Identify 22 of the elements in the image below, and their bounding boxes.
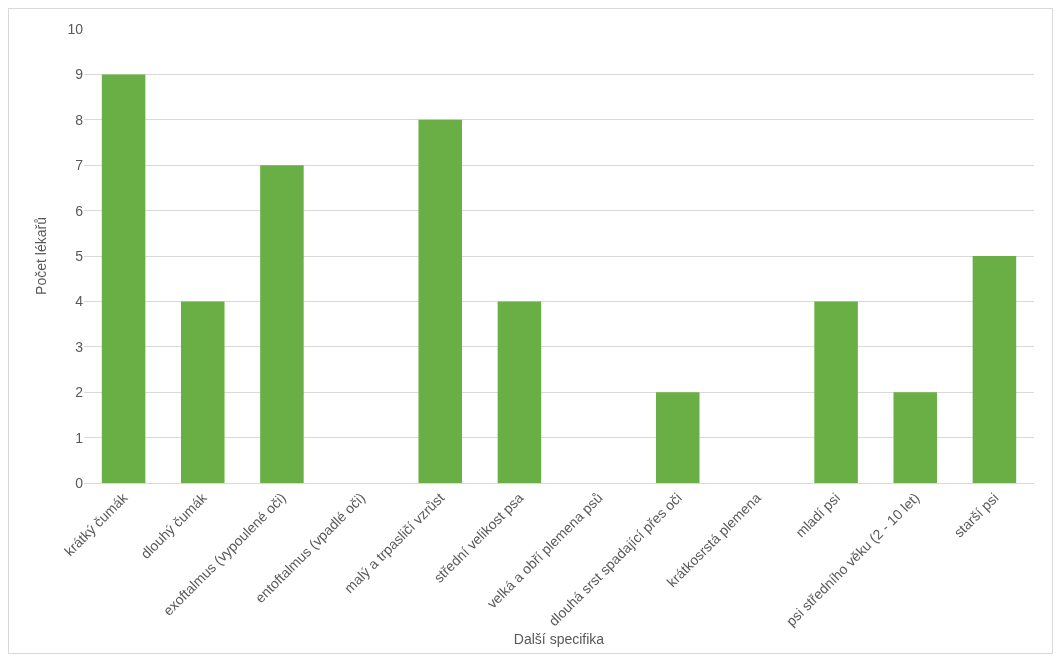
y-tick-label: 0 [75, 474, 84, 491]
bar [260, 165, 304, 483]
bar [497, 301, 542, 483]
bar [418, 119, 463, 483]
bar [893, 392, 938, 483]
y-tick-label: 9 [75, 66, 84, 83]
y-tick-label: 2 [75, 384, 84, 401]
y-tick-label: 10 [67, 20, 84, 37]
bar [655, 392, 700, 483]
bar [101, 74, 146, 483]
bar [180, 301, 225, 483]
y-tick-label: 6 [75, 202, 84, 219]
y-tick-label: 1 [75, 429, 84, 446]
y-tick-label: 3 [75, 338, 84, 355]
y-tick-label: 4 [75, 293, 84, 310]
x-axis-title: Další specifika [513, 631, 605, 648]
y-tick-label: 8 [75, 111, 84, 128]
y-axis-title: Počet lékařů [33, 217, 49, 295]
y-tick-label: 7 [75, 157, 84, 174]
bar [972, 256, 1017, 483]
bar [814, 301, 858, 483]
y-tick-label: 5 [75, 247, 84, 264]
